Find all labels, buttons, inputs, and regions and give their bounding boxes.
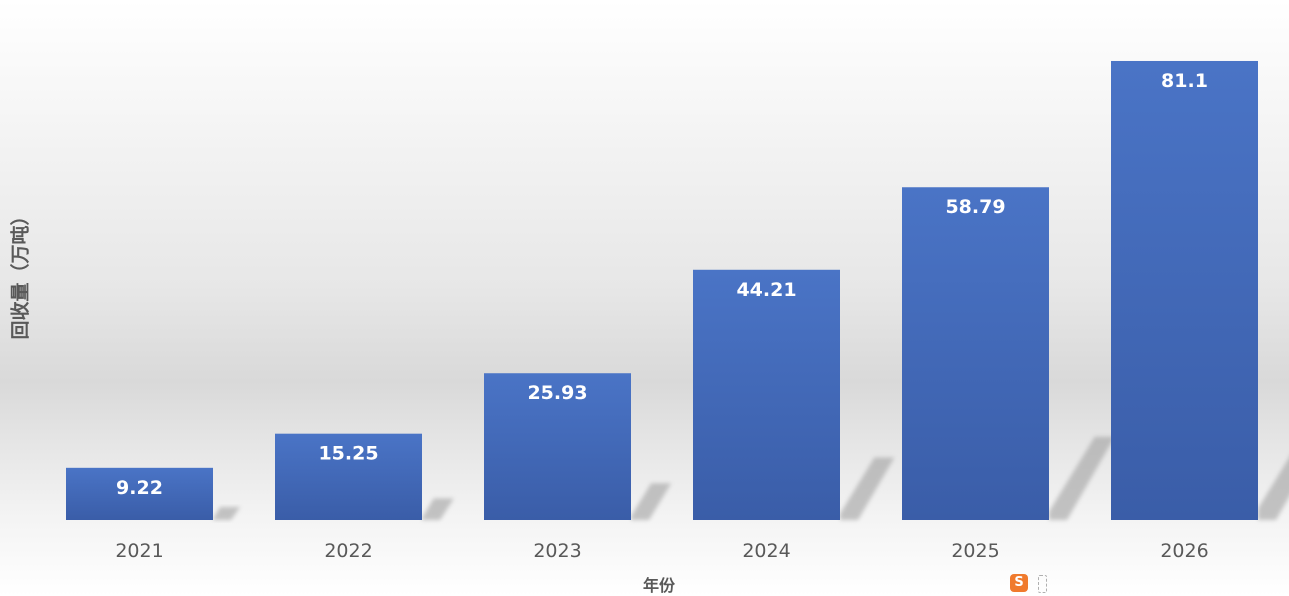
data-label-2022: 15.25 bbox=[318, 443, 378, 465]
x-tick-label-2023: 2023 bbox=[533, 540, 581, 562]
bar-2023 bbox=[484, 373, 631, 520]
data-label-2026: 81.1 bbox=[1161, 70, 1208, 92]
bar-shadow-2023 bbox=[631, 483, 672, 520]
data-labels: 9.22 15.25 25.93 44.21 58.79 81.1 bbox=[116, 70, 1208, 499]
y-axis-title: 回收量（万吨） bbox=[9, 206, 32, 340]
bar-2026 bbox=[1111, 60, 1258, 520]
data-label-2023: 25.93 bbox=[527, 382, 587, 404]
x-tick-label-2024: 2024 bbox=[742, 540, 790, 562]
bar-shadow-2021 bbox=[213, 506, 241, 520]
data-label-2025: 58.79 bbox=[945, 196, 1005, 218]
data-label-2021: 9.22 bbox=[116, 477, 163, 499]
x-axis-title: 年份 bbox=[642, 576, 676, 595]
bar-shadow-2025 bbox=[1049, 436, 1115, 520]
x-tick-label-2026: 2026 bbox=[1160, 540, 1208, 562]
data-label-2024: 44.21 bbox=[736, 279, 796, 301]
x-tick-label-2025: 2025 bbox=[951, 540, 999, 562]
sogou-input-icon[interactable] bbox=[1010, 574, 1028, 592]
x-tick-label-2022: 2022 bbox=[324, 540, 372, 562]
bar-series bbox=[66, 60, 1258, 520]
bar-2022 bbox=[275, 433, 422, 520]
bar-shadow-2022 bbox=[422, 498, 454, 520]
bar-shadow-2026 bbox=[1258, 457, 1289, 520]
bar-shadow-2024 bbox=[840, 457, 895, 520]
bar-2025 bbox=[902, 187, 1049, 520]
bar-shadows bbox=[213, 436, 1289, 520]
bar-2021 bbox=[66, 467, 213, 520]
bar-2024 bbox=[693, 269, 840, 520]
window-toggle-icon[interactable] bbox=[1038, 575, 1047, 593]
x-tick-label-2021: 2021 bbox=[115, 540, 163, 562]
x-axis-tick-labels: 2021 2022 2023 2024 2025 2026 bbox=[115, 540, 1208, 562]
